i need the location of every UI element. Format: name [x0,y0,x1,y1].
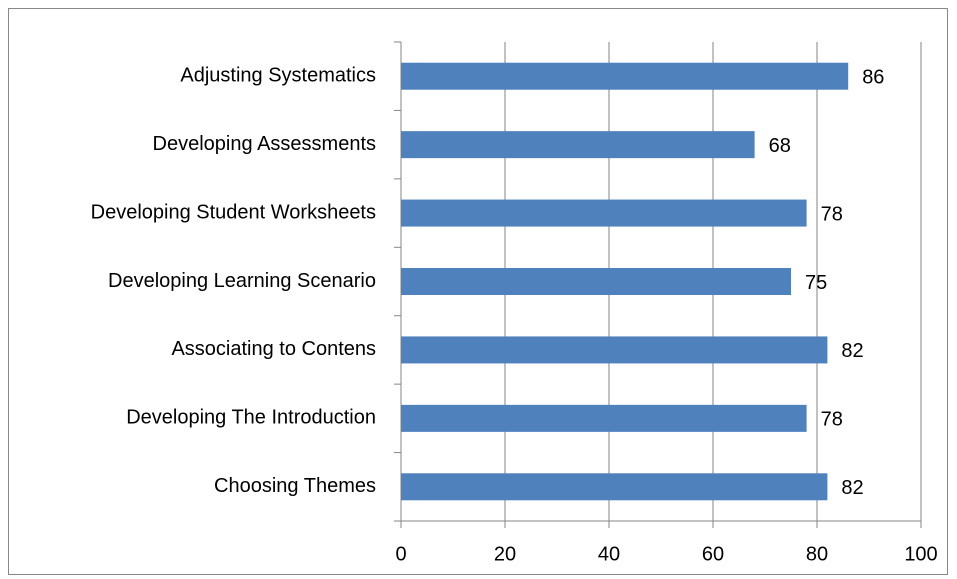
y-tick-label: Developing Assessments [153,133,376,155]
x-tick-label: 0 [395,543,406,565]
x-tick-label: 60 [702,543,724,565]
x-tick-label: 20 [494,543,516,565]
bar [401,62,849,90]
y-tick-label: Developing The Introduction [126,407,376,429]
data-label: 78 [821,409,843,431]
bar [401,268,791,295]
data-label: 86 [862,66,884,88]
bar [401,404,807,432]
data-label: 82 [841,340,863,362]
data-label: 75 [805,272,827,294]
data-label: 68 [769,135,791,157]
x-tick-label: 40 [598,543,620,565]
chart-border [8,8,948,575]
bar [401,131,755,159]
y-tick-label: Developing Learning Scenario [108,270,376,292]
data-label: 78 [821,203,843,225]
data-label: 82 [841,477,863,499]
y-tick-label: Associating to Contens [171,338,376,360]
x-tick-label: 80 [806,543,828,565]
y-tick-label: Choosing Themes [214,475,376,497]
y-tick-label: Developing Student Worksheets [91,201,376,223]
bar [401,336,828,364]
bar [401,199,807,227]
x-tick-label: 100 [904,543,937,565]
y-tick-label: Adjusting Systematics [180,64,376,86]
bar [401,473,828,501]
